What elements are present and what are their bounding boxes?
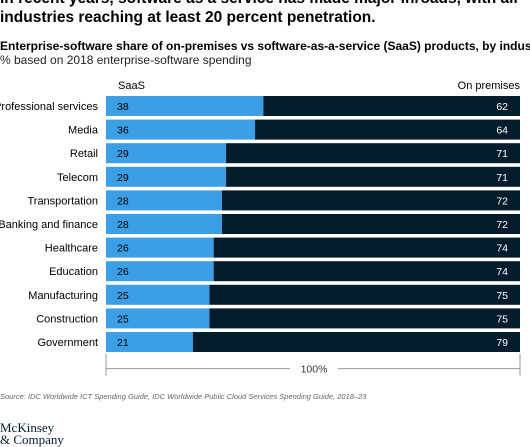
value-label-saas-retail: 29 bbox=[117, 148, 129, 160]
value-label-on-premises-education: 74 bbox=[496, 266, 508, 278]
bar-on-premises-retail bbox=[226, 143, 520, 164]
total-label: 100% bbox=[301, 364, 328, 376]
value-label-on-premises-government: 79 bbox=[496, 337, 508, 349]
category-label-retail: Retail bbox=[70, 148, 98, 160]
stacked-bar-chart: Professional services 38 62 Media 36 64 Retail… bbox=[0, 96, 521, 376]
bar-on-premises-government bbox=[192, 332, 520, 352]
value-label-on-premises-banking-and-finance: 72 bbox=[496, 219, 508, 231]
value-label-on-premises-transportation: 72 bbox=[496, 195, 508, 207]
category-label-government: Government bbox=[37, 337, 98, 349]
category-label-banking-and-finance: Banking and finance bbox=[0, 219, 98, 231]
bar-saas-transportation bbox=[106, 190, 222, 211]
bar-on-premises-healthcare bbox=[213, 237, 520, 258]
legend-saas: SaaS bbox=[118, 80, 145, 92]
value-label-saas-manufacturing: 25 bbox=[117, 290, 129, 302]
bar-saas-professional-services bbox=[106, 96, 264, 116]
bar-on-premises-telecom bbox=[226, 166, 520, 187]
bar-on-premises-construction bbox=[209, 308, 520, 329]
category-label-healthcare: Healthcare bbox=[45, 243, 98, 255]
value-label-saas-banking-and-finance: 28 bbox=[117, 219, 129, 231]
source-note: Source: IDC Worldwide ICT Spending Guide… bbox=[0, 392, 367, 401]
bar-saas-healthcare bbox=[106, 237, 214, 258]
value-label-on-premises-retail: 71 bbox=[496, 148, 508, 160]
value-label-saas-professional-services: 38 bbox=[117, 101, 129, 113]
category-label-manufacturing: Manufacturing bbox=[28, 290, 98, 302]
bar-on-premises-professional-services bbox=[263, 96, 520, 116]
bar-saas-government bbox=[106, 332, 193, 352]
value-label-saas-education: 26 bbox=[117, 266, 129, 278]
mckinsey-logo: McKinsey & Company bbox=[0, 420, 64, 447]
value-label-on-premises-telecom: 71 bbox=[496, 172, 508, 184]
value-label-saas-telecom: 29 bbox=[117, 172, 129, 184]
bar-on-premises-education bbox=[213, 261, 520, 282]
headline-line-2: industries reaching at least 20 percent … bbox=[0, 9, 376, 26]
headline: In recent years, software as a service h… bbox=[0, 0, 530, 27]
headline-line-1: In recent years, software as a service h… bbox=[0, 0, 530, 8]
logo-line-1: McKinsey bbox=[0, 420, 55, 435]
legend-on-premises: On premises bbox=[457, 80, 520, 92]
bar-saas-manufacturing bbox=[106, 284, 210, 305]
value-label-on-premises-healthcare: 74 bbox=[496, 243, 508, 255]
logo-line-2: & Company bbox=[0, 432, 64, 447]
category-label-education: Education bbox=[49, 266, 98, 278]
value-label-saas-media: 36 bbox=[117, 125, 129, 137]
category-label-construction: Construction bbox=[36, 313, 98, 325]
value-label-on-premises-professional-services: 62 bbox=[496, 101, 508, 113]
category-label-professional-services: Professional services bbox=[0, 101, 98, 113]
bar-saas-construction bbox=[106, 308, 210, 329]
chart-subtitle: % based on 2018 enterprise-software spen… bbox=[0, 53, 252, 67]
bar-saas-telecom bbox=[106, 166, 227, 187]
value-label-on-premises-manufacturing: 75 bbox=[496, 290, 508, 302]
bar-saas-retail bbox=[106, 143, 227, 164]
value-label-saas-healthcare: 26 bbox=[117, 243, 129, 255]
category-label-transportation: Transportation bbox=[27, 195, 98, 207]
bar-on-premises-manufacturing bbox=[209, 284, 520, 305]
bar-saas-banking-and-finance bbox=[106, 214, 222, 234]
value-label-saas-construction: 25 bbox=[117, 313, 129, 325]
category-label-telecom: Telecom bbox=[57, 172, 98, 184]
value-label-on-premises-media: 64 bbox=[496, 125, 508, 137]
value-label-on-premises-construction: 75 bbox=[496, 313, 508, 325]
chart-title: Enterprise-software share of on-premises… bbox=[0, 39, 530, 53]
bar-saas-education bbox=[106, 261, 214, 282]
bar-on-premises-banking-and-finance bbox=[221, 214, 521, 234]
bar-on-premises-media bbox=[255, 119, 521, 140]
bar-saas-media bbox=[106, 119, 256, 140]
value-label-saas-government: 21 bbox=[117, 337, 129, 349]
value-label-saas-transportation: 28 bbox=[117, 195, 129, 207]
category-label-media: Media bbox=[68, 125, 99, 137]
bar-on-premises-transportation bbox=[221, 190, 521, 211]
